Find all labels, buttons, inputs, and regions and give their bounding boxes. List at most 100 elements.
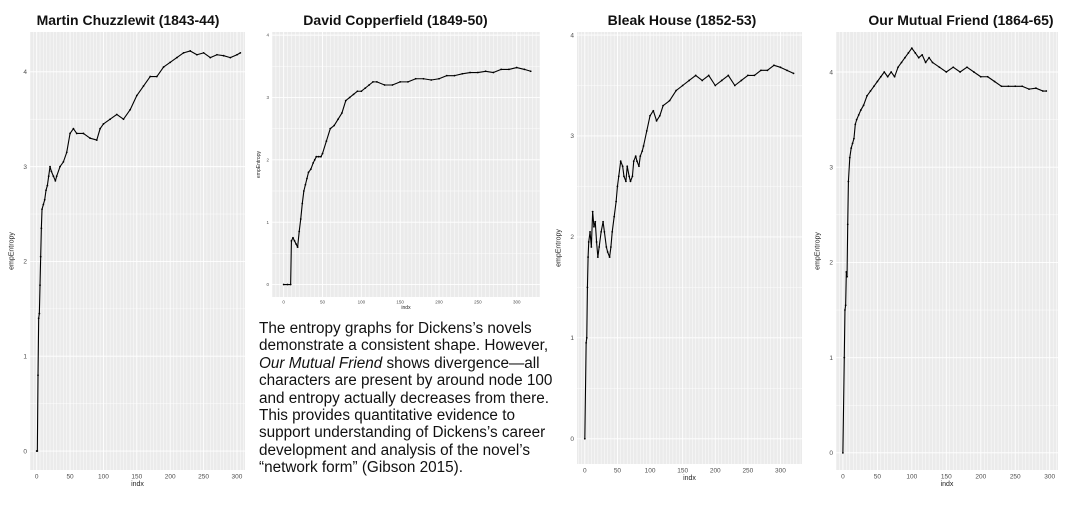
y-tick-label: 0 bbox=[829, 450, 833, 457]
data-point bbox=[202, 51, 205, 54]
data-point bbox=[645, 130, 648, 132]
data-point bbox=[897, 66, 899, 69]
data-point bbox=[55, 175, 58, 178]
x-tick-label: 300 bbox=[232, 474, 243, 481]
data-point bbox=[617, 175, 620, 178]
data-point bbox=[658, 114, 661, 117]
data-point bbox=[701, 79, 704, 82]
data-point bbox=[662, 104, 664, 107]
data-point bbox=[773, 64, 775, 67]
data-point bbox=[993, 80, 996, 83]
data-point bbox=[461, 72, 464, 75]
data-point bbox=[142, 85, 145, 87]
series-line bbox=[283, 66, 531, 286]
data-point bbox=[727, 74, 730, 77]
data-point bbox=[586, 286, 589, 289]
data-point bbox=[484, 70, 487, 73]
data-point bbox=[445, 74, 448, 77]
data-point bbox=[391, 84, 394, 86]
data-point bbox=[42, 203, 45, 206]
data-point bbox=[49, 165, 51, 168]
data-point bbox=[1035, 87, 1037, 90]
data-point bbox=[779, 66, 782, 69]
data-point bbox=[655, 119, 658, 122]
data-point bbox=[492, 71, 495, 74]
data-point bbox=[619, 160, 622, 163]
data-point bbox=[928, 56, 930, 59]
data-point bbox=[583, 437, 586, 440]
data-point bbox=[129, 108, 132, 111]
data-point bbox=[299, 218, 302, 220]
data-point bbox=[39, 255, 42, 258]
data-point bbox=[40, 227, 43, 230]
data-point bbox=[99, 127, 102, 130]
data-point bbox=[846, 275, 848, 278]
data-point bbox=[591, 210, 594, 213]
data-point bbox=[636, 160, 638, 163]
data-point bbox=[372, 80, 374, 83]
data-point bbox=[594, 220, 597, 223]
data-point bbox=[610, 246, 612, 248]
data-point bbox=[306, 177, 308, 180]
y-tick-label: 0 bbox=[23, 448, 27, 455]
data-point bbox=[430, 79, 433, 81]
data-point bbox=[523, 68, 526, 71]
data-point bbox=[847, 180, 850, 183]
y-tick-label: 4 bbox=[570, 32, 574, 39]
data-point bbox=[854, 123, 857, 126]
data-point bbox=[529, 70, 532, 73]
data-point bbox=[304, 183, 307, 186]
data-point bbox=[302, 190, 305, 192]
y-tick-label: 1 bbox=[266, 220, 269, 225]
data-point bbox=[966, 66, 968, 69]
data-point bbox=[598, 246, 601, 248]
data-point bbox=[626, 165, 629, 168]
data-point bbox=[652, 109, 655, 112]
data-point bbox=[900, 61, 903, 64]
data-point bbox=[668, 99, 671, 102]
data-point bbox=[236, 53, 238, 56]
data-point bbox=[952, 66, 955, 69]
x-tick-label: 300 bbox=[513, 300, 521, 305]
data-point bbox=[879, 75, 882, 78]
x-tick-label: 100 bbox=[906, 474, 917, 481]
data-point bbox=[694, 74, 697, 77]
data-point bbox=[638, 165, 640, 168]
data-point bbox=[595, 241, 598, 243]
data-point bbox=[611, 230, 614, 233]
data-point bbox=[65, 151, 68, 154]
data-point bbox=[596, 256, 599, 258]
x-tick-label: 150 bbox=[941, 474, 952, 481]
data-point bbox=[845, 271, 848, 273]
data-point bbox=[681, 84, 684, 87]
data-point bbox=[45, 189, 47, 192]
data-point bbox=[760, 69, 762, 72]
x-tick-label: 50 bbox=[320, 300, 326, 305]
data-point bbox=[853, 137, 855, 140]
data-point bbox=[857, 113, 860, 116]
grid-lines bbox=[577, 32, 802, 464]
x-axis-label: indx bbox=[131, 481, 144, 488]
data-point bbox=[189, 50, 192, 52]
data-point bbox=[37, 317, 40, 320]
data-point bbox=[295, 243, 297, 245]
data-point bbox=[95, 139, 98, 141]
data-point bbox=[399, 80, 402, 83]
y-tick-label: 1 bbox=[829, 355, 833, 362]
y-tick-label: 1 bbox=[570, 335, 574, 342]
y-tick-label: 3 bbox=[266, 95, 269, 100]
data-point bbox=[344, 99, 347, 102]
data-point bbox=[309, 168, 312, 171]
data-point bbox=[675, 89, 678, 92]
chart-martin-chuzzlewit: 0 50 100 150 200 250 300 0 1 2 3 4 indx empEntropy bbox=[9, 32, 245, 488]
data-point bbox=[924, 61, 927, 64]
data-point bbox=[383, 84, 386, 86]
data-point bbox=[407, 80, 409, 83]
x-tick-label: 0 bbox=[841, 474, 845, 481]
data-point bbox=[360, 90, 363, 93]
data-point bbox=[1014, 85, 1017, 88]
data-point bbox=[866, 94, 868, 97]
data-point bbox=[628, 175, 631, 178]
x-tick-label: 200 bbox=[975, 474, 986, 481]
data-point bbox=[625, 180, 627, 183]
